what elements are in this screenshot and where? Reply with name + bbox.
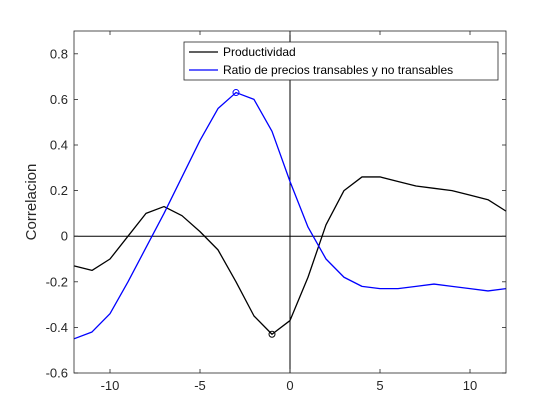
y-tick-label: 0.6	[50, 92, 68, 107]
legend-box	[183, 41, 499, 81]
y-tick-label: 0.8	[50, 46, 68, 61]
y-tick-label: 0	[61, 229, 68, 244]
y-tick-label: -0.4	[46, 320, 68, 335]
y-axis-ticks: -0.6 -0.4 -0.2 0 0.2 0.4 0.6 0.8	[46, 46, 506, 381]
y-axis-label: Correlacion	[23, 164, 40, 241]
x-tick-label: -10	[101, 378, 120, 393]
y-tick-label: -0.6	[46, 366, 68, 381]
y-tick-label: 0.4	[50, 138, 68, 153]
legend-label-1: Productividad	[223, 45, 296, 59]
series-marker-2	[232, 89, 240, 97]
legend-label-2: Ratio de precios transables y no transab…	[223, 63, 453, 77]
x-tick-label: 5	[376, 378, 383, 393]
x-tick-label: -5	[194, 378, 206, 393]
series-line-1	[73, 176, 507, 335]
series-layer	[73, 89, 507, 340]
y-tick-label: 0.2	[50, 183, 68, 198]
x-axis-ticks: -10 -5 0 5 10	[101, 31, 477, 393]
y-tick-label: -0.2	[46, 274, 68, 289]
series-marker-1	[268, 330, 276, 338]
legend: Productividad Ratio de precios transables…	[183, 41, 499, 81]
series-line-2	[73, 91, 507, 340]
reference-lines	[74, 31, 506, 373]
x-tick-label: 0	[286, 378, 293, 393]
x-tick-label: 10	[463, 378, 477, 393]
